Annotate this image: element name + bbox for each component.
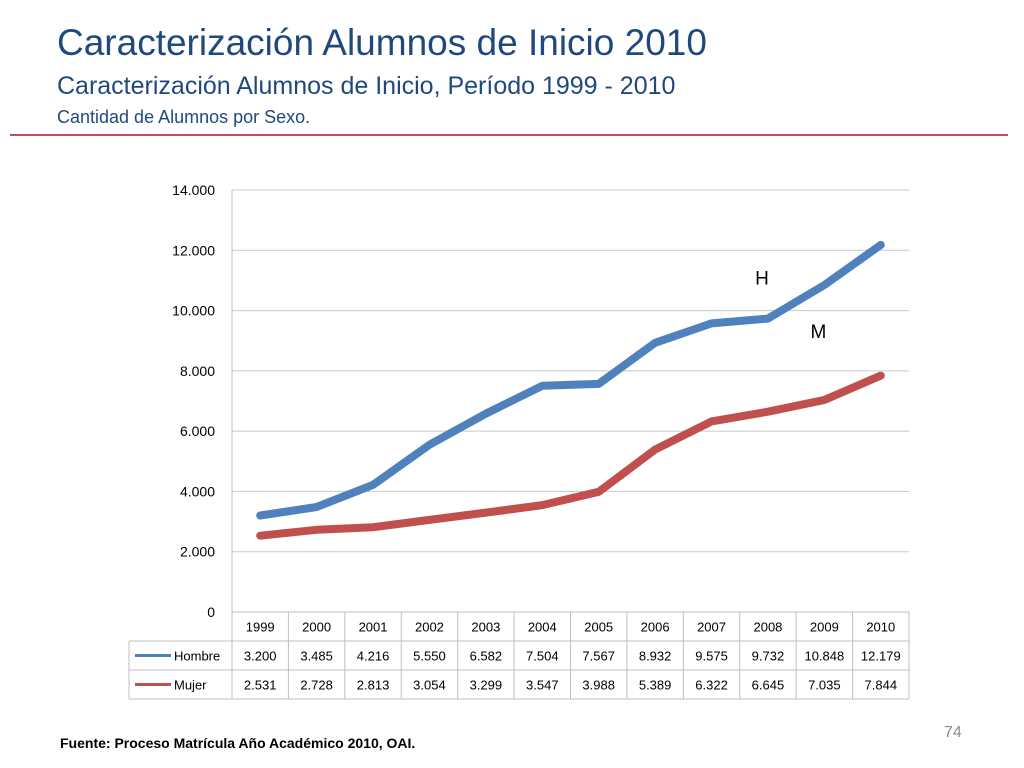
x-tick-label: 2004	[528, 620, 557, 635]
data-label: 2.813	[357, 678, 390, 693]
y-tick-label: 0	[207, 604, 215, 620]
legend-label-hombre: Hombre	[174, 649, 220, 664]
y-tick-label: 2.000	[180, 544, 215, 560]
data-label: 3.054	[413, 678, 446, 693]
y-tick-label: 4.000	[180, 483, 215, 499]
x-tick-label: 2000	[302, 620, 331, 635]
data-label: 7.035	[808, 678, 841, 693]
page-number: 74	[944, 724, 962, 741]
data-label: 2.728	[300, 678, 333, 693]
data-label: 9.732	[752, 649, 785, 664]
data-label: 6.322	[695, 678, 728, 693]
data-label: 3.485	[300, 649, 333, 664]
data-label: 3.988	[582, 678, 615, 693]
y-tick-label: 6.000	[180, 423, 215, 439]
x-tick-label: 2006	[641, 620, 670, 635]
header-divider	[10, 134, 1008, 136]
legend-label-mujer: Mujer	[174, 678, 207, 693]
source-note: Fuente: Proceso Matrícula Año Académico …	[60, 735, 416, 751]
data-label: 9.575	[695, 649, 728, 664]
data-label: 7.504	[526, 649, 559, 664]
series-annotation-hombre: H	[755, 269, 769, 290]
x-tick-label: 2005	[584, 620, 613, 635]
data-label: 3.547	[526, 678, 559, 693]
x-tick-label: 2008	[753, 620, 782, 635]
page-subtitle: Caracterización Alumnos de Inicio, Perío…	[57, 72, 676, 100]
x-tick-label: 2010	[866, 620, 895, 635]
data-label: 2.531	[244, 678, 277, 693]
x-tick-label: 2001	[359, 620, 388, 635]
data-label: 4.216	[357, 649, 390, 664]
y-tick-label: 10.000	[172, 303, 215, 319]
data-label: 5.550	[413, 649, 446, 664]
data-label: 3.200	[244, 649, 277, 664]
page-title: Caracterización Alumnos de Inicio 2010	[57, 22, 707, 63]
chart-caption: Cantidad de Alumnos por Sexo.	[57, 107, 311, 127]
data-label: 6.645	[752, 678, 785, 693]
series-line-mujer	[256, 371, 885, 540]
data-label: 8.932	[639, 649, 672, 664]
y-tick-label: 12.000	[172, 242, 215, 258]
x-tick-label: 2002	[415, 620, 444, 635]
x-tick-label: 1999	[246, 620, 275, 635]
data-label: 5.389	[639, 678, 672, 693]
x-tick-label: 2003	[471, 620, 500, 635]
series-line-hombre	[256, 240, 885, 520]
x-tick-label: 2007	[697, 620, 726, 635]
data-label: 7.567	[582, 649, 615, 664]
data-label: 7.844	[865, 678, 898, 693]
data-label: 10.848	[804, 649, 844, 664]
x-tick-label: 2009	[810, 620, 839, 635]
data-label: 3.299	[470, 678, 503, 693]
y-tick-label: 14.000	[172, 182, 215, 198]
y-tick-label: 8.000	[180, 363, 215, 379]
data-label: 12.179	[861, 649, 901, 664]
data-label: 6.582	[470, 649, 503, 664]
series-annotation-mujer: M	[810, 322, 826, 343]
